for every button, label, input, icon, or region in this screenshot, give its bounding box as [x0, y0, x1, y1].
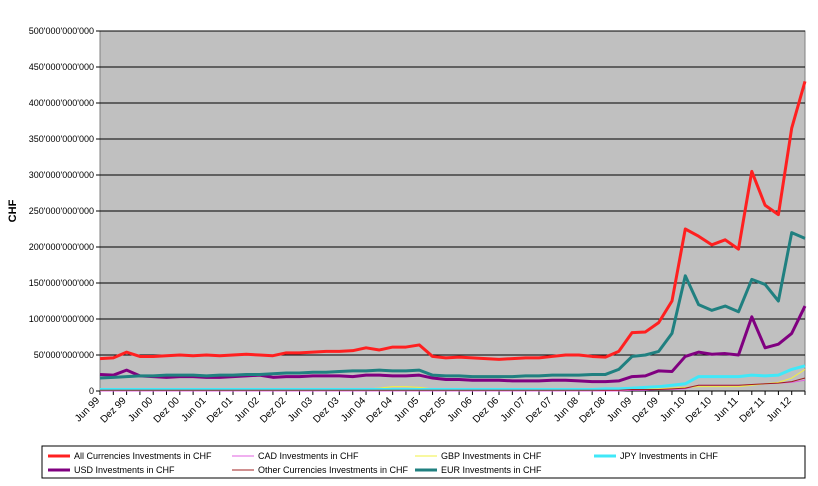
x-tick-label: Dez 09: [631, 395, 661, 425]
series-line: [100, 364, 806, 392]
x-tick-label: Jun 05: [392, 395, 421, 424]
y-tick-label: 200'000'000'000: [29, 242, 94, 252]
y-tick-label: 400'000'000'000: [29, 98, 94, 108]
y-tick-label: 300'000'000'000: [29, 170, 94, 180]
legend-label: JPY Investments in CHF: [620, 451, 718, 461]
x-tick-label: Dez 99: [99, 395, 129, 425]
x-tick-label: Jun 06: [446, 395, 475, 424]
legend-box: [41, 445, 806, 479]
x-tick-label: Dez 01: [205, 395, 235, 425]
x-tick-label: Dez 07: [524, 395, 554, 425]
legend-label: EUR Investments in CHF: [441, 465, 542, 475]
x-tick-label: Dez 04: [365, 395, 395, 425]
x-tick-label: Jun 09: [605, 395, 634, 424]
y-tick-label: 100'000'000'000: [29, 314, 94, 324]
x-tick-label: Dez 02: [258, 395, 288, 425]
x-tick-label: Dez 03: [311, 395, 341, 425]
x-tick-label: Dez 00: [152, 395, 182, 425]
series-line: [99, 305, 807, 384]
x-tick-label: Jun 99: [73, 395, 102, 424]
x-tick-label: Dez 08: [577, 395, 607, 425]
x-tick-label: Jun 11: [712, 395, 741, 424]
x-tick-label: Dez 05: [418, 395, 448, 425]
y-axis-label: CHF: [7, 199, 19, 222]
x-tick-label: Jun 03: [286, 395, 315, 424]
y-tick-label: 50'000'000'000: [34, 350, 94, 360]
x-tick-label: Jun 01: [180, 395, 209, 424]
x-tick-label: Jun 04: [339, 395, 368, 424]
y-tick-label: 150'000'000'000: [29, 278, 94, 288]
legend-label: Other Currencies Investments in CHF: [258, 465, 409, 475]
y-tick-label: 450'000'000'000: [29, 62, 94, 72]
legend-label: USD Investments in CHF: [74, 465, 175, 475]
series-line: [100, 377, 806, 391]
series-line: [99, 231, 806, 380]
y-tick-label: 350'000'000'000: [29, 134, 94, 144]
y-tick-label: 500'000'000'000: [29, 26, 94, 36]
x-tick-label: Jun 10: [658, 395, 687, 424]
y-tick-label: 250'000'000'000: [29, 206, 94, 216]
x-tick-label: Dez 06: [471, 395, 501, 425]
x-tick-label: Jun 12: [765, 395, 794, 424]
x-tick-label: Jun 02: [233, 395, 262, 424]
x-tick-label: Jun 07: [499, 395, 528, 424]
legend-label: All Currencies Investments in CHF: [74, 451, 212, 461]
x-tick-label: Dez 11: [738, 395, 768, 425]
x-tick-label: Jun 08: [552, 395, 581, 424]
legend-label: CAD Investments in CHF: [258, 451, 359, 461]
legend-label: GBP Investments in CHF: [441, 451, 542, 461]
x-tick-label: Dez 10: [684, 395, 714, 425]
series-line: [99, 80, 807, 361]
x-tick-label: Jun 00: [126, 395, 155, 424]
y-tick-label: 0: [89, 386, 94, 396]
